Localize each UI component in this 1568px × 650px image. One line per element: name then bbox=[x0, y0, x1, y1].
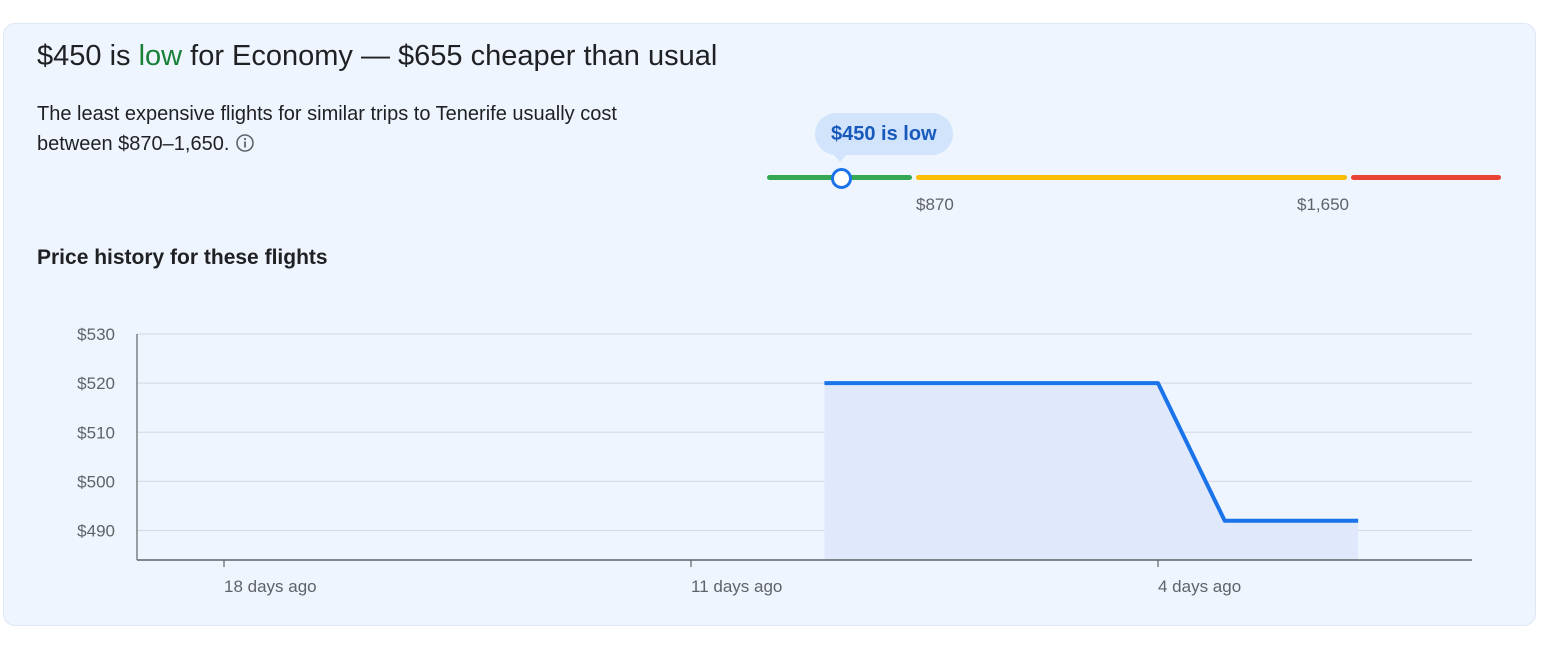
current-price-bubble: $450 is low bbox=[815, 113, 953, 155]
price-area bbox=[824, 383, 1359, 560]
price-headline: $450 is low for Economy — $655 cheaper t… bbox=[37, 38, 717, 74]
current-price-marker bbox=[831, 168, 852, 189]
x-tick-label: 18 days ago bbox=[224, 577, 317, 596]
headline-level: low bbox=[138, 40, 183, 72]
range-typical-segment bbox=[916, 175, 1347, 180]
range-high-threshold: $1,650 bbox=[1297, 195, 1349, 214]
x-tick-label: 11 days ago bbox=[691, 577, 782, 596]
y-tick-label: $530 bbox=[77, 325, 115, 344]
price-history-title: Price history for these flights bbox=[37, 246, 328, 269]
description-text: The least expensive flights for similar … bbox=[37, 103, 617, 155]
y-tick-label: $490 bbox=[77, 522, 115, 541]
y-tick-label: $500 bbox=[77, 472, 115, 491]
x-tick-label: 4 days ago bbox=[1158, 577, 1241, 596]
headline-price: $450 is bbox=[37, 40, 139, 72]
price-description: The least expensive flights for similar … bbox=[37, 99, 637, 159]
y-tick-label: $510 bbox=[77, 423, 115, 442]
headline-rest: for Economy — $655 cheaper than usual bbox=[182, 40, 718, 72]
bubble-pointer bbox=[833, 154, 847, 162]
range-high-segment bbox=[1351, 175, 1501, 180]
range-low-threshold: $870 bbox=[916, 195, 954, 214]
y-tick-label: $520 bbox=[77, 374, 115, 393]
info-icon[interactable] bbox=[235, 132, 255, 152]
price-line bbox=[824, 381, 1359, 523]
